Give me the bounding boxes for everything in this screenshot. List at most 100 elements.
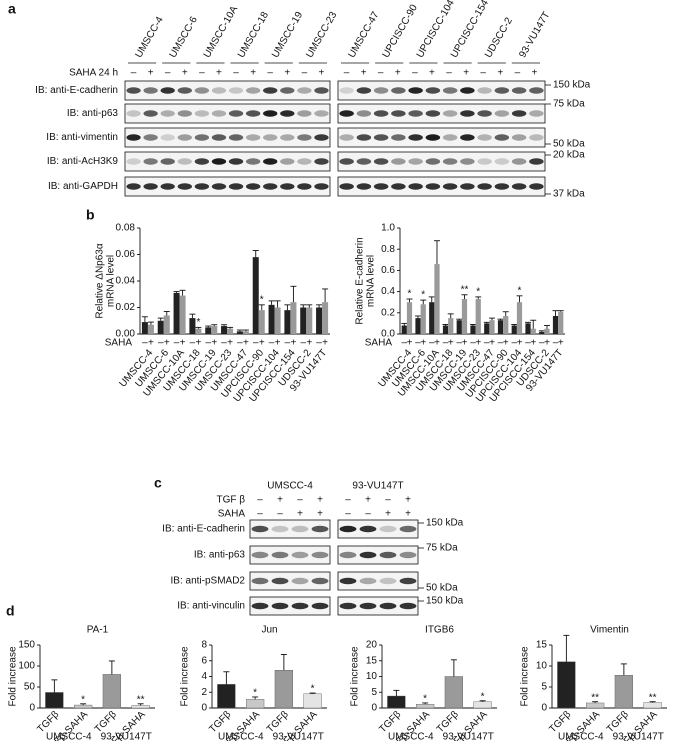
treatment-sign: + bbox=[216, 68, 222, 79]
blot-band bbox=[460, 158, 475, 165]
blot-band bbox=[194, 158, 210, 165]
blot-band bbox=[356, 110, 372, 117]
treatment-sign: + bbox=[420, 338, 426, 349]
blot-band bbox=[511, 183, 527, 190]
bar bbox=[516, 302, 523, 334]
blot-band bbox=[359, 602, 377, 610]
significance-label: ** bbox=[649, 692, 657, 703]
treatment-label: TGF β bbox=[216, 495, 245, 506]
significance-label: ** bbox=[137, 694, 145, 705]
blot-band bbox=[494, 134, 510, 141]
significance-label: * bbox=[196, 317, 200, 328]
blot-band bbox=[339, 134, 354, 141]
blot-band bbox=[391, 87, 406, 94]
blot-strip bbox=[337, 596, 419, 616]
blot-band bbox=[339, 87, 354, 94]
y-tick-label: 0.00 bbox=[116, 329, 136, 340]
blot-band bbox=[211, 87, 227, 94]
treatment-sign: + bbox=[164, 338, 170, 349]
group-label: 93-VU147T bbox=[443, 732, 494, 741]
y-axis-label: mRNA level bbox=[106, 255, 117, 307]
bar bbox=[258, 310, 265, 334]
treatment-sign: + bbox=[196, 338, 202, 349]
significance-label: * bbox=[260, 294, 264, 305]
blot-band bbox=[177, 183, 192, 190]
y-tick-label: 0 bbox=[29, 703, 35, 714]
treatment-sign: + bbox=[227, 338, 233, 349]
treatment-sign: + bbox=[517, 338, 523, 349]
blot-band bbox=[529, 134, 544, 141]
blot-strip bbox=[337, 519, 419, 539]
blot-band bbox=[291, 602, 309, 610]
treatment-sign: + bbox=[429, 68, 435, 79]
blot-band bbox=[391, 110, 406, 117]
significance-label: ** bbox=[461, 284, 469, 295]
bar bbox=[303, 693, 322, 709]
bar bbox=[173, 292, 180, 334]
blot-band bbox=[314, 158, 329, 165]
size-marker: 75 kDa bbox=[553, 99, 585, 110]
y-tick-label: 100 bbox=[18, 661, 35, 672]
bar bbox=[530, 328, 536, 334]
blot-strip bbox=[337, 545, 419, 565]
treatment-sign: – bbox=[269, 338, 275, 349]
blot-band bbox=[251, 551, 269, 559]
blot-band bbox=[356, 183, 372, 190]
treatment-sign: + bbox=[211, 338, 217, 349]
blot-strip bbox=[337, 80, 546, 101]
treatment-sign: – bbox=[345, 495, 351, 506]
size-marker: 75 kDa bbox=[426, 543, 458, 554]
blot-strip bbox=[337, 127, 546, 148]
blot-band bbox=[359, 525, 377, 533]
treatment-sign: + bbox=[317, 495, 323, 506]
blot-band bbox=[460, 134, 475, 141]
blot-strip bbox=[249, 571, 331, 591]
y-axis-label: Fold increase bbox=[180, 646, 191, 706]
bar bbox=[456, 320, 462, 334]
blot-strip bbox=[337, 103, 546, 124]
y-tick-label: 5 bbox=[371, 687, 377, 698]
blot-row-label: IB: anti-p63 bbox=[194, 550, 246, 561]
treatment-sign: + bbox=[297, 509, 303, 520]
bar bbox=[525, 323, 531, 334]
blot-band bbox=[126, 87, 141, 94]
treatment-sign: + bbox=[503, 338, 509, 349]
blot-band bbox=[314, 110, 329, 117]
blot-band bbox=[373, 183, 389, 190]
treatment-sign: – bbox=[158, 338, 164, 349]
blot-band bbox=[529, 183, 544, 190]
blot-band bbox=[399, 602, 417, 610]
blot-band bbox=[460, 87, 475, 94]
blot-band bbox=[399, 577, 417, 585]
treatment-sign: – bbox=[300, 338, 306, 349]
treatment-sign: + bbox=[544, 338, 550, 349]
y-tick-label: 0.4 bbox=[381, 286, 395, 297]
significance-label: * bbox=[253, 688, 257, 699]
treatment-sign: – bbox=[498, 338, 504, 349]
treatment-sign: – bbox=[267, 68, 273, 79]
group-label: 93-VU147T bbox=[352, 481, 403, 492]
blot-band bbox=[297, 110, 312, 117]
bar bbox=[274, 307, 281, 334]
y-axis-label: mRNA level bbox=[366, 255, 377, 307]
blot-band bbox=[160, 87, 175, 94]
treatment-sign: + bbox=[275, 338, 281, 349]
bar bbox=[306, 307, 313, 334]
blot-band bbox=[511, 158, 527, 165]
blot-band bbox=[442, 87, 458, 94]
treatment-sign: + bbox=[448, 338, 454, 349]
bar bbox=[141, 322, 148, 334]
treatment-sign: – bbox=[539, 338, 545, 349]
treatment-sign: + bbox=[463, 68, 469, 79]
blot-band bbox=[271, 525, 289, 533]
treatment-sign: + bbox=[317, 509, 323, 520]
blot-band bbox=[477, 134, 492, 141]
treatment-sign: – bbox=[446, 68, 452, 79]
size-marker: 37 kDa bbox=[553, 189, 585, 200]
blot-band bbox=[280, 110, 295, 117]
treatment-sign: – bbox=[285, 338, 291, 349]
y-tick-label: 15 bbox=[366, 655, 378, 666]
bar bbox=[416, 704, 435, 709]
bar bbox=[147, 324, 154, 334]
blot-band bbox=[373, 158, 389, 165]
